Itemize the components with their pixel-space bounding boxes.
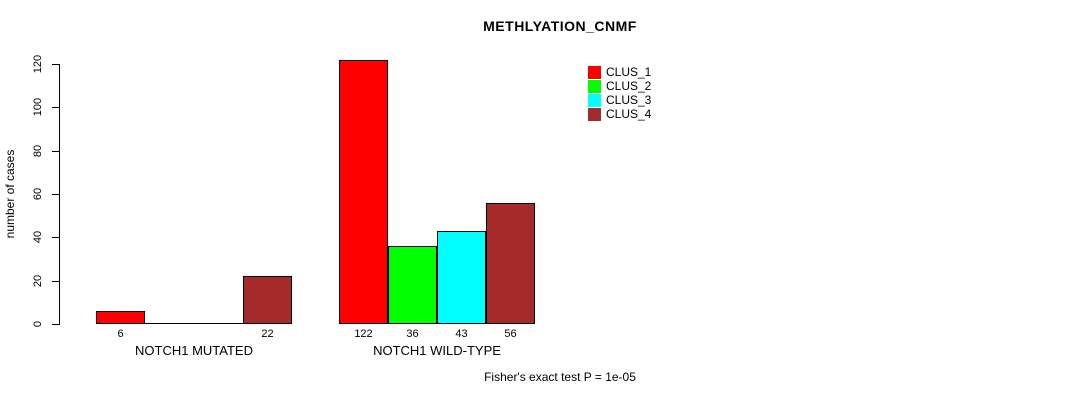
y-axis-tick [52, 107, 59, 108]
y-axis-tick-label: 40 [32, 230, 44, 244]
footnote-fishers-test: Fisher's exact test P = 1e-05 [484, 370, 636, 384]
legend-swatch-clus_3 [588, 94, 601, 107]
bar-value-label: 36 [406, 328, 419, 340]
y-axis-tick-label: 20 [32, 274, 44, 288]
legend-label-clus_4: CLUS_4 [606, 107, 652, 121]
x-group-label: NOTCH1 MUTATED [135, 343, 253, 358]
y-axis-tick [52, 237, 59, 238]
legend-swatch-clus_4 [588, 108, 601, 121]
chart-title: METHLYATION_CNMF [483, 18, 637, 34]
y-axis-tick-label: 60 [32, 187, 44, 201]
y-axis-line [59, 64, 60, 325]
y-axis-tick [52, 324, 59, 325]
bar-clus_2-notch1-wild-type [388, 246, 437, 324]
legend-label-clus_3: CLUS_3 [606, 93, 652, 107]
legend-label-clus_1: CLUS_1 [606, 65, 652, 79]
bar-clus_1-notch1-wild-type [339, 60, 388, 324]
y-axis-tick-label: 120 [32, 54, 44, 74]
legend-swatch-clus_1 [588, 66, 601, 79]
bar-value-label: 6 [117, 328, 124, 340]
legend-label-clus_2: CLUS_2 [606, 79, 652, 93]
legend-swatch-clus_2 [588, 80, 601, 93]
y-axis-tick-label: 80 [32, 144, 44, 158]
y-axis-label: number of cases [3, 149, 17, 239]
bar-clus_1-notch1-mutated [96, 311, 145, 324]
y-axis-tick-label: 100 [32, 97, 44, 117]
x-group-label: NOTCH1 WILD-TYPE [373, 343, 501, 358]
y-axis-tick [52, 281, 59, 282]
bar-value-label: 122 [354, 328, 373, 340]
y-axis-tick [52, 194, 59, 195]
bar-clus_3-notch1-wild-type [437, 231, 486, 324]
bar-clus_4-notch1-wild-type [486, 203, 535, 324]
y-axis-tick [52, 64, 59, 65]
bar-value-label: 22 [261, 328, 274, 340]
bar-value-label: 56 [504, 328, 517, 340]
y-axis-tick-label: 0 [32, 320, 44, 328]
bar-clus_3-notch1-mutated [194, 323, 243, 324]
bar-clus_2-notch1-mutated [145, 323, 194, 324]
y-axis-tick [52, 151, 59, 152]
bar-clus_4-notch1-mutated [243, 276, 292, 324]
bar-value-label: 43 [455, 328, 468, 340]
